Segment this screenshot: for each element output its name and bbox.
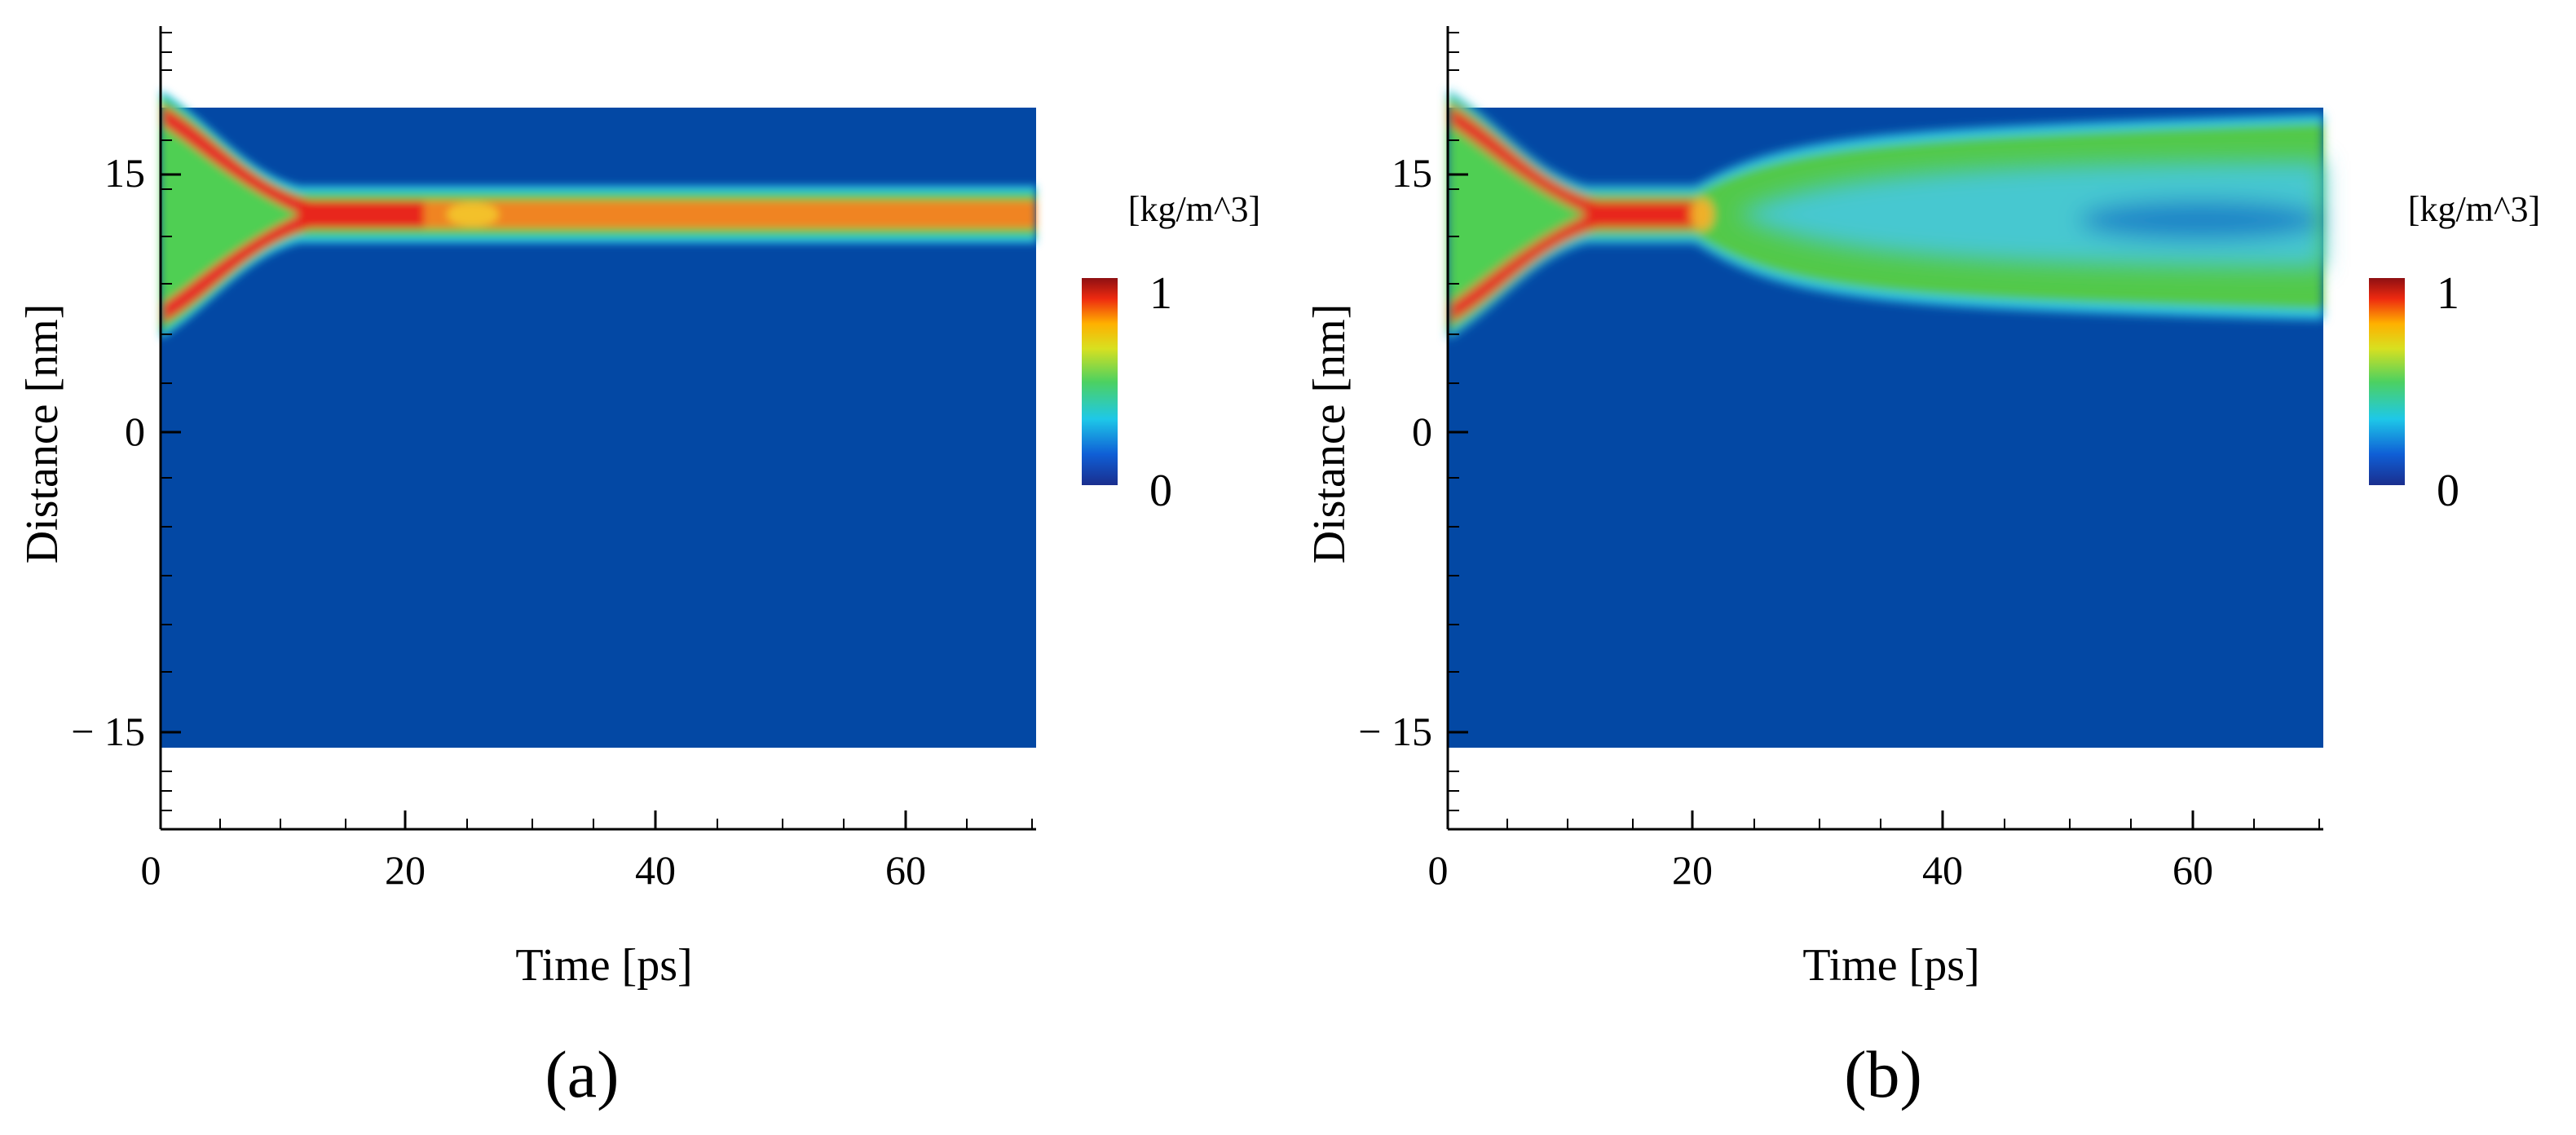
- y-major-ticks-a: [161, 173, 181, 734]
- x-minor-ticks-b: [1506, 819, 2320, 829]
- density-pulse-a: [447, 202, 499, 227]
- ytick-label-a-0: 0: [125, 409, 145, 454]
- heatmap-a: [161, 90, 1036, 748]
- colorbar-max-label-a: 1: [1149, 268, 1172, 319]
- compressed-core-b: [1586, 201, 1692, 228]
- xtick-label-b-20: 20: [1672, 847, 1713, 893]
- xtick-label-a-40: 40: [635, 847, 676, 893]
- droplet-core-b: [1448, 124, 1586, 305]
- axes-b: [1446, 26, 2323, 831]
- colorbar-min-label-a: 0: [1149, 466, 1172, 516]
- xtick-label-a-0: 0: [141, 847, 161, 893]
- x-major-ticks-b: [1691, 810, 2194, 829]
- droplet-core-a: [161, 124, 299, 305]
- axes-a: [159, 26, 1036, 831]
- panel-b: 15 0 − 15 0 20 40 60 Time [ps] Distance …: [1304, 26, 2540, 1111]
- colorbar-gradient-b: [2369, 278, 2405, 485]
- compressed-core-a: [299, 201, 424, 228]
- x-major-ticks-a: [404, 810, 907, 829]
- colorbar-a: [kg/m^3] 1 0: [1082, 189, 1260, 516]
- x-minor-ticks-a: [219, 819, 1033, 829]
- tick-labels-a: 15 0 − 15 0 20 40 60: [71, 150, 926, 893]
- y-minor-ticks-b: [1448, 32, 1459, 811]
- ytick-label-a-neg15: − 15: [71, 709, 145, 754]
- y-axis-label-b: Distance [nm]: [1304, 304, 1355, 564]
- ytick-label-b-15: 15: [1392, 150, 1432, 196]
- core-transition-b: [1691, 198, 1714, 231]
- x-axis-label-b: Time [ps]: [1802, 940, 1979, 991]
- colorbar-b: [kg/m^3] 1 0: [2369, 189, 2540, 516]
- ytick-label-b-neg15: − 15: [1358, 709, 1432, 754]
- y-minor-ticks-a: [161, 32, 172, 811]
- panel-label-b: (b): [1844, 1037, 1922, 1111]
- xtick-label-a-20: 20: [385, 847, 426, 893]
- panel-a: 15 0 − 15 0 20 40 60 Time [ps] Distance …: [17, 26, 1260, 1111]
- ytick-label-b-0: 0: [1412, 409, 1432, 454]
- colorbar-title-b: [kg/m^3]: [2408, 189, 2540, 229]
- plume-void-b: [2079, 201, 2323, 240]
- y-axis-label-a: Distance [nm]: [17, 304, 68, 564]
- y-major-ticks-b: [1448, 173, 1468, 734]
- colorbar-gradient-a: [1082, 278, 1118, 485]
- xtick-label-a-60: 60: [885, 847, 926, 893]
- heatmap-b: [1448, 90, 2323, 748]
- colorbar-title-a: [kg/m^3]: [1128, 189, 1260, 229]
- colorbar-min-label-b: 0: [2437, 466, 2459, 516]
- x-axis-label-a: Time [ps]: [515, 940, 692, 991]
- xtick-label-b-40: 40: [1922, 847, 1963, 893]
- xtick-label-b-0: 0: [1428, 847, 1449, 893]
- ytick-label-a-15: 15: [104, 150, 145, 196]
- colorbar-max-label-b: 1: [2437, 268, 2459, 319]
- xtick-label-b-60: 60: [2172, 847, 2213, 893]
- panel-label-a: (a): [545, 1037, 619, 1111]
- plume-interior-b: [1736, 161, 2323, 267]
- tick-labels-b: 15 0 − 15 0 20 40 60: [1358, 150, 2213, 893]
- jet-band-a: [424, 201, 1036, 228]
